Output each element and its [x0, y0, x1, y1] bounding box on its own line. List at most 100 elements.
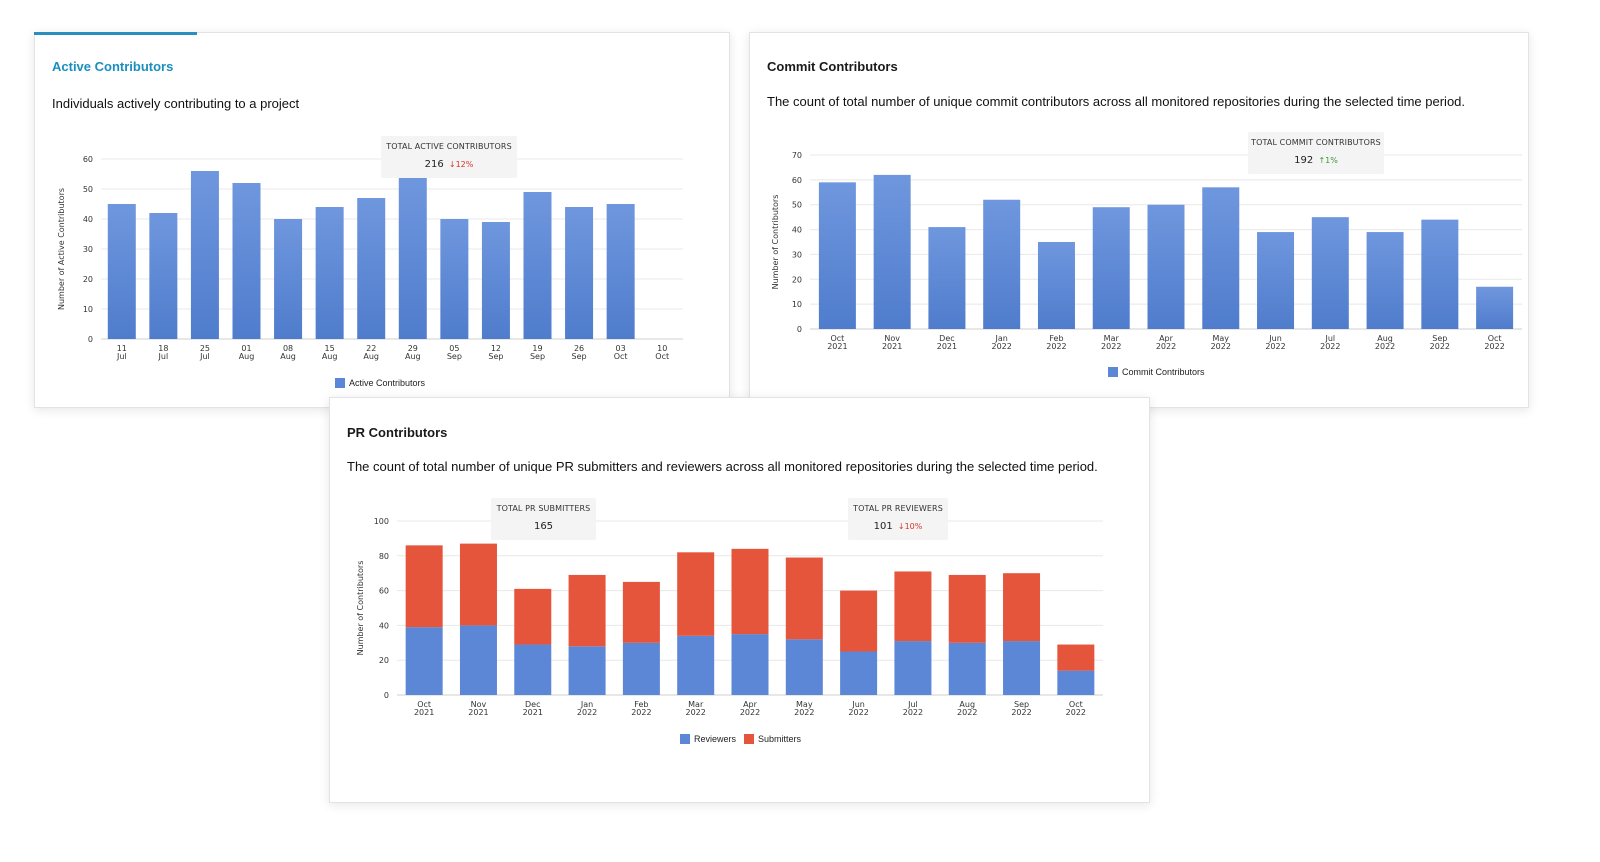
legend-label-submitters[interactable]: Submitters — [758, 734, 802, 744]
x-tick-label: 2022 — [992, 342, 1012, 351]
y-axis-label: Number of Contributors — [356, 561, 365, 656]
y-tick-label: 10 — [792, 300, 802, 309]
active-contributors-description: Individuals actively contributing to a p… — [52, 96, 300, 111]
x-tick-label: Oct — [1488, 334, 1502, 343]
x-tick-label: Nov — [884, 334, 900, 343]
legend-swatch-active — [335, 378, 345, 388]
x-tick-label: Dec — [525, 700, 540, 709]
x-tick-label: Dec — [939, 334, 954, 343]
x-tick-label: 2022 — [631, 708, 651, 717]
bar-submitters — [1003, 573, 1041, 642]
bar-submitters — [568, 574, 606, 647]
commit-contributors-legend: Commit Contributors — [1108, 367, 1205, 377]
y-axis-label: Number of Active Contributors — [57, 188, 66, 310]
bar-reviewers — [894, 641, 932, 695]
kpi-change-down: ↓12% — [448, 160, 474, 169]
y-axis-label: Number of Contributors — [771, 195, 780, 290]
bar-commit-contributors — [1257, 232, 1295, 329]
pr-contributors-title[interactable]: PR Contributors — [347, 425, 448, 440]
x-tick-label: Jul — [907, 700, 918, 709]
legend-label-active[interactable]: Active Contributors — [349, 378, 426, 388]
x-tick-label: Oct — [830, 334, 844, 343]
bar-submitters — [948, 574, 986, 643]
kpi-change-down: ↓10% — [897, 522, 923, 531]
x-tick-label: 11 — [117, 344, 127, 353]
x-tick-label: Jun — [851, 700, 865, 709]
x-tick-label: Aug — [239, 352, 255, 361]
x-tick-label: 29 — [408, 344, 418, 353]
x-tick-label: Feb — [1049, 334, 1063, 343]
bar-commit-contributors — [1421, 219, 1459, 329]
x-tick-label: 10 — [657, 344, 667, 353]
legend-swatch-submitters — [744, 734, 755, 744]
bar-reviewers — [1057, 670, 1095, 695]
x-tick-label: Nov — [471, 700, 487, 709]
bar-active-contributors — [357, 198, 386, 339]
x-tick-label: 12 — [491, 344, 501, 353]
x-tick-label: 2021 — [827, 342, 847, 351]
total-active-contributors-kpi: TOTAL ACTIVE CONTRIBUTORS 216 ↓12% — [381, 136, 517, 178]
x-tick-label: 18 — [158, 344, 168, 353]
bar-reviewers — [840, 651, 878, 695]
x-tick-label: Jul — [1324, 334, 1335, 343]
x-tick-label: Jul — [199, 352, 210, 361]
y-tick-label: 0 — [384, 691, 389, 700]
total-commit-contributors-kpi: TOTAL COMMIT CONTRIBUTORS 192 ↑1% — [1248, 132, 1384, 174]
x-tick-label: 03 — [616, 344, 626, 353]
legend-label-reviewers[interactable]: Reviewers — [694, 734, 737, 744]
active-contributors-card: Active Contributors Individuals actively… — [34, 32, 730, 408]
bar-commit-contributors — [983, 199, 1021, 329]
bar-commit-contributors — [818, 182, 856, 329]
bar-active-contributors — [440, 219, 469, 339]
kpi-label: TOTAL ACTIVE CONTRIBUTORS — [386, 142, 512, 151]
bar-submitters — [731, 548, 769, 635]
x-tick-label: 2022 — [1211, 342, 1231, 351]
bar-active-contributors — [190, 171, 219, 339]
bar-commit-contributors — [1366, 232, 1404, 329]
bar-reviewers — [568, 646, 606, 695]
kpi-value: 101 — [873, 521, 893, 532]
x-tick-label: Jan — [580, 700, 593, 709]
y-tick-label: 70 — [792, 151, 802, 160]
x-tick-label: 2022 — [1011, 708, 1031, 717]
x-tick-label: 2021 — [882, 342, 902, 351]
commit-contributors-title[interactable]: Commit Contributors — [767, 59, 898, 74]
x-tick-label: Aug — [322, 352, 338, 361]
y-tick-label: 30 — [792, 250, 802, 259]
x-tick-label: Aug — [280, 352, 296, 361]
y-tick-label: 20 — [379, 656, 389, 665]
x-tick-label: 25 — [200, 344, 210, 353]
bar-submitters — [405, 545, 443, 628]
y-tick-label: 60 — [83, 155, 93, 164]
kpi-change-up: ↑1% — [1318, 156, 1338, 165]
x-tick-label: Oct — [614, 352, 628, 361]
bar-submitters — [894, 571, 932, 642]
commit-contributors-chart: 0 10 20 30 40 50 60 70 Number of Contributors Oct… — [771, 151, 1522, 351]
legend-swatch-reviewers — [680, 734, 690, 744]
bar-commit-contributors — [1147, 204, 1185, 329]
x-tick-label: 2022 — [1066, 708, 1086, 717]
x-tick-label: 2022 — [577, 708, 597, 717]
x-tick-label: 2022 — [1430, 342, 1450, 351]
x-tick-label: May — [1212, 334, 1229, 343]
x-tick-label: Aug — [363, 352, 379, 361]
bar-commit-contributors — [1037, 242, 1075, 329]
bar-commit-contributors — [1476, 286, 1514, 329]
kpi-label: TOTAL COMMIT CONTRIBUTORS — [1251, 138, 1381, 147]
legend-label-commit[interactable]: Commit Contributors — [1122, 367, 1205, 377]
x-tick-label: 15 — [325, 344, 335, 353]
bar-reviewers — [514, 644, 552, 695]
x-tick-label: Jul — [116, 352, 127, 361]
kpi-value: 216 — [424, 159, 444, 170]
active-contributors-title[interactable]: Active Contributors — [52, 59, 174, 74]
x-tick-label: Mar — [1104, 334, 1120, 343]
x-tick-label: 2021 — [414, 708, 434, 717]
x-tick-label: Sep — [1432, 334, 1447, 343]
x-tick-label: Aug — [405, 352, 421, 361]
y-tick-label: 60 — [792, 176, 802, 185]
x-tick-label: Oct — [655, 352, 669, 361]
y-tick-label: 50 — [792, 201, 802, 210]
bar-active-contributors — [606, 204, 635, 339]
